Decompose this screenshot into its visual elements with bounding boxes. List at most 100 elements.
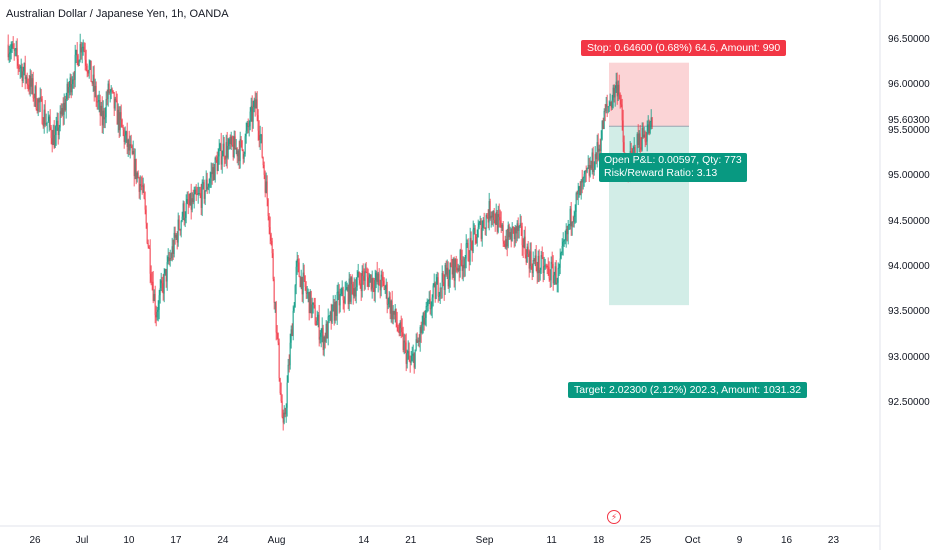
candle-body	[556, 282, 558, 284]
candle-body	[391, 300, 393, 320]
candle-body	[313, 302, 315, 305]
candle-body	[208, 183, 210, 187]
candle-body	[547, 266, 549, 268]
candle-body	[17, 58, 19, 66]
candle-body	[147, 243, 149, 247]
candle-body	[640, 147, 642, 150]
date-tick-label: Sep	[475, 535, 494, 546]
candle-body	[84, 51, 86, 60]
candle-body	[503, 241, 505, 244]
candle-body	[46, 122, 48, 124]
candle-body	[134, 158, 136, 177]
candle-body	[260, 134, 262, 136]
candle-body	[577, 191, 579, 195]
candle-body	[11, 43, 13, 49]
candle-body	[80, 44, 82, 53]
candle-body	[207, 186, 209, 190]
candle-body	[599, 148, 601, 151]
candle-body	[93, 74, 95, 92]
date-tick-label: 16	[780, 535, 793, 546]
candle-body	[529, 251, 531, 269]
candle-body	[495, 211, 497, 225]
candle-body	[195, 189, 197, 195]
price-tick-label: 93.00000	[888, 351, 930, 363]
candle-body	[106, 99, 108, 100]
candle-body	[22, 71, 24, 82]
candle-body	[120, 112, 122, 120]
candle-body	[96, 101, 98, 103]
candle-body	[329, 312, 331, 316]
candle-body	[79, 44, 81, 61]
candle-body	[141, 185, 143, 187]
candle-body	[594, 154, 596, 170]
candle-body	[405, 342, 407, 364]
candle-body	[232, 144, 234, 157]
candle-body	[647, 124, 649, 131]
candle-body	[409, 359, 411, 363]
candle-body	[383, 280, 385, 290]
candle-body	[152, 281, 154, 301]
chart-title: Australian Dollar / Japanese Yen, 1h, OA…	[6, 8, 229, 20]
lightning-icon[interactable]: ⚡	[607, 510, 621, 524]
candle-body	[537, 255, 539, 274]
candle-body	[447, 267, 449, 287]
candle-body	[343, 300, 345, 304]
candle-body	[524, 236, 526, 255]
candle-body	[515, 227, 517, 234]
candle-body	[281, 401, 283, 417]
candle-body	[149, 248, 151, 274]
candle-body	[454, 259, 456, 281]
candle-body	[109, 91, 111, 93]
candle-body	[334, 301, 336, 321]
candle-body	[330, 312, 332, 323]
candle-body	[592, 152, 594, 173]
candle-body	[580, 180, 582, 196]
candle-body	[459, 250, 461, 271]
candle-body	[144, 198, 146, 210]
open-pnl-label[interactable]: Open P&L: 0.00597, Qty: 773 Risk/Reward …	[599, 153, 747, 182]
candle-body	[414, 349, 416, 368]
candle-body	[463, 264, 465, 269]
candle-body	[229, 139, 231, 144]
candle-body	[469, 237, 471, 262]
candle-body	[385, 284, 387, 290]
candle-body	[450, 262, 452, 268]
candle-body	[431, 297, 433, 309]
candle-body	[470, 237, 472, 242]
candle-body	[308, 292, 310, 314]
candle-body	[488, 201, 490, 223]
candle-body	[89, 60, 91, 66]
candle-body	[230, 136, 232, 144]
candle-body	[289, 342, 291, 366]
candle-body	[174, 232, 176, 238]
candle-body	[600, 139, 602, 151]
candle-body	[570, 208, 572, 227]
candle-body	[73, 79, 75, 81]
candle-body	[642, 128, 644, 138]
candle-body	[35, 86, 37, 109]
candle-body	[130, 144, 132, 147]
date-tick-label: 10	[123, 535, 135, 546]
candle-body	[491, 215, 493, 218]
candle-body	[436, 277, 438, 285]
candle-body	[358, 271, 360, 281]
candle-body	[127, 139, 129, 147]
candle-body	[531, 265, 533, 274]
candle-body	[261, 134, 263, 158]
candle-body	[221, 156, 223, 165]
date-tick-label: 25	[640, 535, 652, 546]
candle-body	[569, 208, 571, 225]
candle-body	[167, 257, 169, 263]
candle-body	[248, 126, 250, 128]
candle-body	[633, 147, 635, 149]
candle-body	[94, 85, 96, 92]
candle-body	[140, 184, 142, 186]
candle-body	[161, 280, 163, 284]
candle-body	[116, 100, 118, 125]
candle-body	[433, 282, 435, 286]
candle-body	[123, 129, 125, 142]
candle-body	[315, 324, 317, 326]
candle-body	[506, 239, 508, 247]
candle-body	[415, 339, 417, 350]
